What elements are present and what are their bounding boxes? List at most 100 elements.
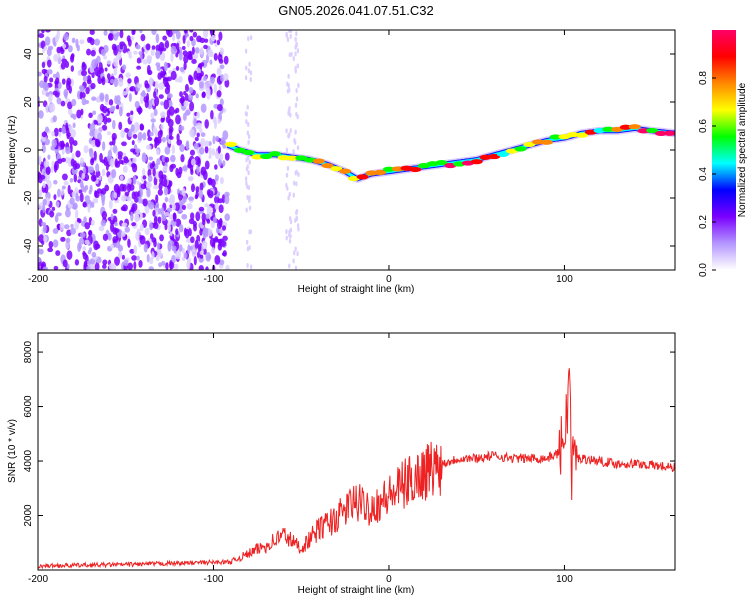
spectrogram-noise-speck xyxy=(178,224,184,233)
spectrogram-noise-speck xyxy=(151,237,157,243)
spectrogram-noise-speck xyxy=(38,71,42,77)
spectrogram-noise-speck xyxy=(170,52,174,63)
spectrogram-noise-speck xyxy=(285,229,288,235)
spectrogram-noise-speck xyxy=(66,250,73,260)
spectrogram-ridge-blob xyxy=(558,134,571,140)
spectrogram-noise-speck xyxy=(127,50,132,56)
spectrogram-noise-speck xyxy=(249,70,253,76)
spectrogram-noise-speck xyxy=(42,224,47,234)
spectrogram-noise-speck xyxy=(142,168,146,178)
spectrogram-noise-speck xyxy=(101,197,105,207)
spectrogram-noise-speck xyxy=(153,185,159,190)
spectrogram-ridge-blob xyxy=(628,124,641,130)
spectrogram-noise-speck xyxy=(152,167,156,177)
spectrogram-noise-speck xyxy=(89,148,94,158)
spectrogram-noise-speck xyxy=(160,117,165,123)
spectrogram-noise-speck xyxy=(101,124,108,131)
spectrogram-noise-speck xyxy=(209,210,213,218)
snr-x-ticks: -200 -100 0 100 xyxy=(28,333,573,585)
spectrogram-noise-speck xyxy=(85,87,90,95)
snr-frame xyxy=(37,332,676,571)
spectrogram-noise-speck xyxy=(187,257,192,265)
spectrogram-ridge-blob xyxy=(602,126,615,132)
spectrogram-noise-speck xyxy=(113,67,118,76)
spectrogram-noise-speck xyxy=(248,245,251,251)
spectrogram-ridge-blob xyxy=(409,166,422,173)
spectrogram-noise-speck xyxy=(106,131,111,136)
spectrogram-noise-speck xyxy=(287,73,290,79)
spectrogram-noise-speck xyxy=(76,109,82,119)
spectrogram-noise-speck xyxy=(142,132,147,141)
spectrogram-noise-speck xyxy=(212,135,216,145)
spectrogram-noise-speck xyxy=(219,64,225,70)
spectrogram-noise-speck xyxy=(119,175,124,181)
spectrogram-noise-speck xyxy=(118,121,123,131)
spectrogram-ridge-blob xyxy=(497,151,510,157)
spectrogram-noise-speck xyxy=(87,250,92,255)
snr-xtick-label: -100 xyxy=(203,574,223,585)
spectrogram-noise-speck xyxy=(44,36,51,46)
spectrogram-noise-speck xyxy=(190,236,195,244)
spectrogram-noise-speck xyxy=(223,55,229,65)
spectrogram-noise-speck xyxy=(189,128,195,138)
spectrogram-noise-speck xyxy=(189,35,194,42)
colorbar-gradient xyxy=(712,30,736,270)
spectrogram-noise-speck xyxy=(170,195,175,203)
spectrogram-noise-speck xyxy=(44,82,49,92)
spectrogram-noise-speck xyxy=(206,254,212,260)
spectrogram-noise-speck xyxy=(292,258,295,264)
spectrogram-noise-speck xyxy=(39,174,46,180)
spectrogram-noise-speck xyxy=(41,89,46,96)
spectrogram-noise-speck xyxy=(92,197,99,204)
spectrogram-noise-speck xyxy=(113,192,118,199)
spectrogram-noise-speck xyxy=(116,94,121,103)
spectrogram-ridge-blob xyxy=(654,130,667,137)
spectrogram-noise-speck xyxy=(181,46,186,51)
spectrogram-noise-speck xyxy=(178,50,183,61)
spectrogram-noise-speck xyxy=(101,76,106,86)
spectrogram-noise-speck xyxy=(179,97,185,104)
spectrogram-noise-speck xyxy=(294,65,297,71)
spectrogram-noise-speck xyxy=(195,190,199,199)
spectrogram-noise-speck xyxy=(295,88,298,94)
spectrogram-noise-speck xyxy=(296,223,300,229)
spectrogram-noise-speck xyxy=(111,169,117,179)
figure-title: GN05.2026.041.07.51.C32 xyxy=(278,3,433,18)
spectrogram-noise-speck xyxy=(139,30,143,34)
spectrogram-noise-speck xyxy=(134,196,139,203)
spectrogram-noise-speck xyxy=(145,144,152,150)
spectrogram-noise-speck xyxy=(72,113,77,120)
spectrogram-noise-speck xyxy=(178,125,185,131)
spectrogram-noise-speck xyxy=(72,122,76,129)
spectrogram-noise-speck xyxy=(175,228,179,236)
spectrogram-noise-speck xyxy=(67,107,73,116)
spectrogram-noise-speck xyxy=(63,180,69,186)
spectrogram-xtick-label: 0 xyxy=(386,274,392,285)
spectrogram-noise-speck xyxy=(99,152,103,163)
spectrogram-noise-speck xyxy=(249,76,252,82)
spectrogram-noise-speck xyxy=(53,194,57,200)
spectrogram-noise-speck xyxy=(132,175,137,185)
spectrogram-noise-speck xyxy=(61,173,68,181)
spectrogram-noise-speck xyxy=(245,207,248,213)
spectrogram-ridge-blob xyxy=(242,149,255,156)
spectrogram-noise-speck xyxy=(221,225,227,231)
spectrogram-noise-speck xyxy=(246,130,250,136)
spectrogram-noise-speck xyxy=(112,30,117,34)
spectrogram-noise-speck xyxy=(248,229,251,235)
spectrogram-noise-speck xyxy=(56,212,62,217)
spectrogram-noise-speck xyxy=(81,61,86,68)
spectrogram-noise-speck xyxy=(109,146,113,151)
spectrogram-noise-speck xyxy=(200,103,207,113)
spectrogram-noise-speck xyxy=(184,83,189,92)
spectrogram-noise-speck xyxy=(203,44,208,50)
spectrogram-noise-speck xyxy=(175,52,179,58)
spectrogram-noise-speck xyxy=(136,180,140,185)
spectrogram-noise-speck xyxy=(49,210,55,218)
spectrogram-noise-speck xyxy=(156,158,161,166)
spectrogram-noise-speck xyxy=(247,36,250,42)
spectrogram-noise-speck xyxy=(292,180,296,186)
spectrogram-noise-speck xyxy=(157,208,162,215)
spectrogram-noise-speck xyxy=(108,99,114,106)
spectrogram-noise-speck xyxy=(79,180,84,189)
